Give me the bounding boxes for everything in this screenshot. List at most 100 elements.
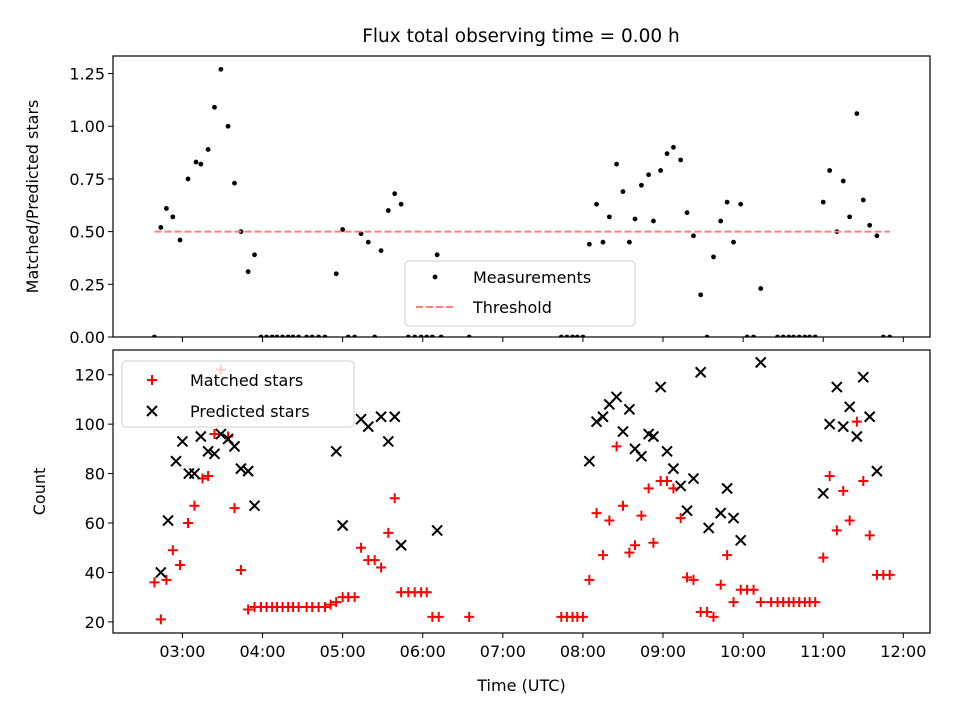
measurement-point (586, 241, 592, 247)
measurement-point (392, 191, 398, 197)
measurement-point (646, 172, 652, 178)
x-tick-label: 08:00 (560, 642, 606, 661)
predicted-star-marker (681, 504, 693, 517)
measurement-point (594, 201, 599, 207)
x-axis-label: Time (UTC) (476, 676, 565, 695)
y-axis-label: Count (30, 468, 49, 516)
predicted-star-marker (817, 487, 829, 500)
predicted-star-marker (721, 482, 733, 495)
measurement-point (252, 252, 257, 258)
measurement-point (678, 157, 684, 163)
matched-star-marker (167, 545, 178, 556)
matched-star-marker (748, 584, 759, 595)
y-tick-label: 120 (74, 366, 105, 385)
matched-star-marker (383, 527, 394, 538)
predicted-star-marker (248, 500, 261, 512)
predicted-star-marker (674, 480, 687, 492)
matched-star-marker (708, 611, 719, 622)
legend-predicted-marker (146, 405, 158, 417)
count-legend: Matched stars Predicted stars (121, 360, 355, 428)
matched-star-marker (369, 555, 380, 566)
matched-star-marker (203, 471, 214, 482)
measurement-point (758, 286, 764, 291)
measurement-point (658, 168, 664, 173)
predicted-star-marker (694, 366, 707, 378)
measurement-point (212, 104, 217, 110)
matched-star-marker (662, 475, 673, 486)
matched-star-marker (728, 597, 739, 608)
matched-star-marker (844, 515, 855, 526)
measurement-point (698, 292, 704, 298)
matched-star-marker (149, 577, 160, 588)
matched-star-marker (320, 602, 331, 613)
measurement-point (164, 206, 169, 211)
matched-star-marker (209, 429, 220, 440)
measurement-point (218, 66, 224, 72)
y-tick-label: 80 (85, 465, 105, 484)
y-tick-label: 100 (74, 415, 105, 434)
predicted-star-marker (162, 514, 174, 527)
legend-label-measurements: Measurements (473, 268, 591, 287)
matched-star-marker (636, 510, 647, 521)
predicted-star-marker (235, 462, 247, 475)
predicted-star-marker (388, 411, 401, 423)
matched-star-marker (161, 574, 172, 585)
x-tick-label: 10:00 (720, 642, 766, 661)
matched-star-marker (715, 579, 726, 590)
measurement-point (232, 180, 237, 186)
predicted-star-marker (755, 356, 767, 369)
matched-star-marker (331, 597, 342, 608)
predicted-star-marker (735, 534, 747, 547)
y-tick-label: 0.00 (69, 328, 105, 347)
x-tick-label: 12:00 (880, 642, 926, 661)
measurement-point (434, 252, 440, 258)
y-tick-label: 1.25 (69, 65, 105, 84)
measurement-point (193, 159, 199, 165)
matched-star-marker (864, 530, 875, 541)
predicted-star-marker (170, 455, 182, 467)
matched-star-marker (433, 611, 444, 622)
measurement-point (664, 151, 670, 157)
count-panel: 20 40 60 80 100 120 03:00 04:00 05:00 06:00 07:00 0… (30, 349, 931, 695)
legend-matched-marker (147, 375, 157, 385)
ratio-axes-frame (112, 55, 931, 338)
matched-star-marker (722, 550, 733, 561)
legend-label-matched: Matched stars (190, 371, 303, 390)
predicted-star-marker (851, 430, 863, 443)
chart-title: Flux total observing time = 0.00 h (362, 26, 680, 47)
x-tick-label: 11:00 (800, 642, 846, 661)
measurement-point (170, 214, 176, 220)
measurement-point (827, 168, 833, 173)
matched-star-marker (629, 540, 640, 551)
measurement-point (158, 225, 164, 230)
matched-star-marker (617, 500, 628, 511)
measurement-point (684, 210, 690, 216)
matched-star-marker (702, 606, 713, 617)
predicted-star-marker (382, 435, 395, 448)
legend-measurement-marker (432, 274, 438, 280)
measurement-point (177, 237, 183, 243)
predicted-star-marker (667, 462, 680, 475)
predicted-star-marker (188, 467, 201, 480)
predicted-star-marker (395, 539, 407, 551)
x-tick-label: 04:00 (239, 642, 285, 661)
matched-star-marker (421, 587, 432, 598)
y-tick-label: 0.25 (69, 275, 105, 294)
measurement-point (600, 239, 606, 245)
measurement-point (245, 269, 251, 275)
predicted-star-marker (831, 381, 843, 393)
x-tick-label: 06:00 (400, 642, 446, 661)
measurement-point (724, 199, 730, 205)
measurement-point (365, 239, 371, 245)
predicted-star-marker (635, 450, 648, 462)
predicted-star-marker (714, 507, 727, 519)
predicted-star-marker (176, 435, 189, 448)
matched-star-marker (349, 592, 360, 603)
measurement-point (378, 248, 384, 253)
matched-star-marker (682, 572, 693, 583)
measurement-point (867, 222, 873, 228)
measurement-point (691, 233, 696, 239)
measurement-point (606, 214, 612, 220)
measurement-point (711, 254, 716, 260)
